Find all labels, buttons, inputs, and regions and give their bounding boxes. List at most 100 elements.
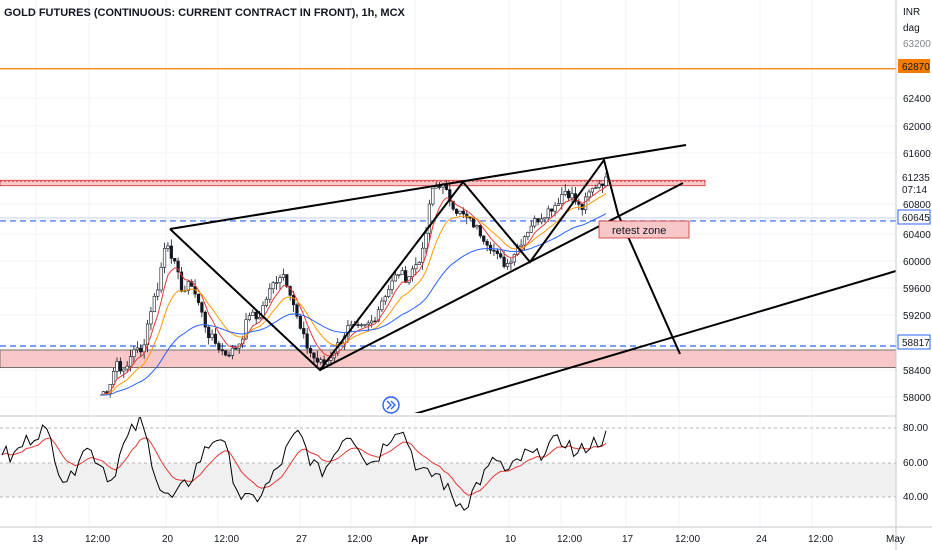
retest-zone-box[interactable]: retest zone [598, 220, 690, 239]
support-zone [0, 349, 896, 368]
support-level-tag: 58817 [897, 334, 931, 350]
candle-body [468, 216, 472, 219]
candle-body [281, 274, 285, 278]
candle-body [139, 347, 143, 353]
countdown-value: 07:14 [902, 185, 927, 196]
candle-body [308, 347, 313, 354]
candle-body [122, 368, 126, 372]
price-tick: 60400 [903, 230, 931, 241]
candle-body [159, 267, 163, 291]
candle-body [383, 296, 387, 302]
price-tick: 62000 [903, 122, 931, 133]
candle-body [404, 270, 408, 283]
upper-wedge-line[interactable] [169, 144, 687, 230]
price-tick: 58400 [903, 366, 931, 377]
time-tick: 12:00 [557, 534, 582, 545]
lower-wedge-line[interactable] [319, 182, 684, 371]
currency-label: INR [903, 7, 920, 18]
last-price-value: 61235 [902, 173, 930, 184]
lower-channel-line[interactable] [411, 270, 896, 415]
candle-body [132, 349, 136, 357]
candle-body [156, 289, 160, 297]
candle-body [478, 225, 482, 237]
rsi-axis[interactable]: 80.00 60.00 40.00 [903, 423, 928, 503]
candle-body [448, 189, 452, 202]
candle-body [349, 323, 353, 326]
candle-body [400, 270, 404, 275]
time-tick: 24 [756, 534, 768, 545]
pattern-drawings[interactable] [169, 144, 896, 415]
price-tick: 63200 [903, 39, 931, 50]
candle-body [200, 302, 204, 313]
time-axis[interactable]: 13 12:00 20 12:00 27 12:00 Apr 10 12:00 … [32, 534, 905, 545]
candle-body [475, 225, 479, 228]
candle-body [492, 249, 496, 252]
candle-body [587, 191, 591, 198]
candle-body [410, 268, 415, 277]
time-tick: Apr [411, 534, 428, 545]
candle-body [512, 253, 516, 263]
candle-body [166, 245, 170, 249]
candle-body [302, 328, 306, 335]
candle-body [485, 241, 489, 246]
rsi-pane [0, 417, 896, 511]
candle-body [563, 190, 567, 195]
candle-body [421, 247, 425, 263]
candle-body [247, 315, 252, 321]
candle-body [149, 311, 153, 325]
chart-title: GOLD FUTURES (CONTINUOUS: CURRENT CONTRA… [4, 7, 406, 19]
candle-body [271, 282, 275, 290]
candle-body [373, 320, 377, 323]
price-axis[interactable]: INR dag 63200 62400 62000 61600 60800 60… [897, 7, 931, 404]
price-tick: 62400 [903, 94, 931, 105]
candle-body [536, 218, 540, 223]
candle-body [560, 194, 564, 204]
candle-body [298, 315, 302, 329]
candle-body [254, 311, 258, 320]
rsi-tick: 80.00 [903, 423, 928, 434]
candle-body [115, 361, 119, 372]
candle-body [393, 274, 398, 282]
candle-body [424, 232, 428, 249]
candle-body [488, 244, 493, 251]
rsi-line [1, 417, 607, 511]
candle-body [363, 324, 367, 326]
candle-body [230, 347, 235, 356]
time-tick: 12:00 [808, 534, 833, 545]
candle-body [397, 274, 401, 276]
candle-body [125, 365, 129, 370]
candle-body [135, 347, 139, 351]
candle-body [417, 262, 421, 265]
candle-body [594, 187, 598, 189]
candle-body [427, 203, 432, 234]
forward-icon[interactable] [382, 396, 400, 414]
candle-body [196, 293, 201, 303]
candle-body [186, 281, 190, 291]
rsi-band [0, 463, 896, 497]
candle-body [529, 225, 533, 233]
candle-body [522, 236, 527, 246]
candle-body [220, 349, 224, 352]
candle-body [169, 245, 173, 259]
candle-body [550, 208, 554, 212]
candle-body [502, 256, 506, 267]
candle-body [539, 218, 544, 223]
candle-body [217, 343, 221, 350]
candle-body [128, 356, 133, 367]
candle-body [359, 324, 364, 327]
candle-body [553, 205, 557, 212]
candle-body [482, 235, 486, 242]
candle-body [142, 344, 146, 353]
candle-body [509, 261, 513, 264]
candle-body [329, 357, 333, 361]
retest-zone-label: retest zone [612, 225, 666, 237]
candle-body [268, 288, 272, 300]
candle-body [234, 347, 238, 350]
price-tick: 58000 [903, 393, 931, 404]
candle-body [570, 193, 574, 199]
candle-body [495, 250, 499, 254]
candle-body [465, 213, 469, 218]
candle-body [319, 359, 323, 363]
candle-body [526, 232, 530, 238]
